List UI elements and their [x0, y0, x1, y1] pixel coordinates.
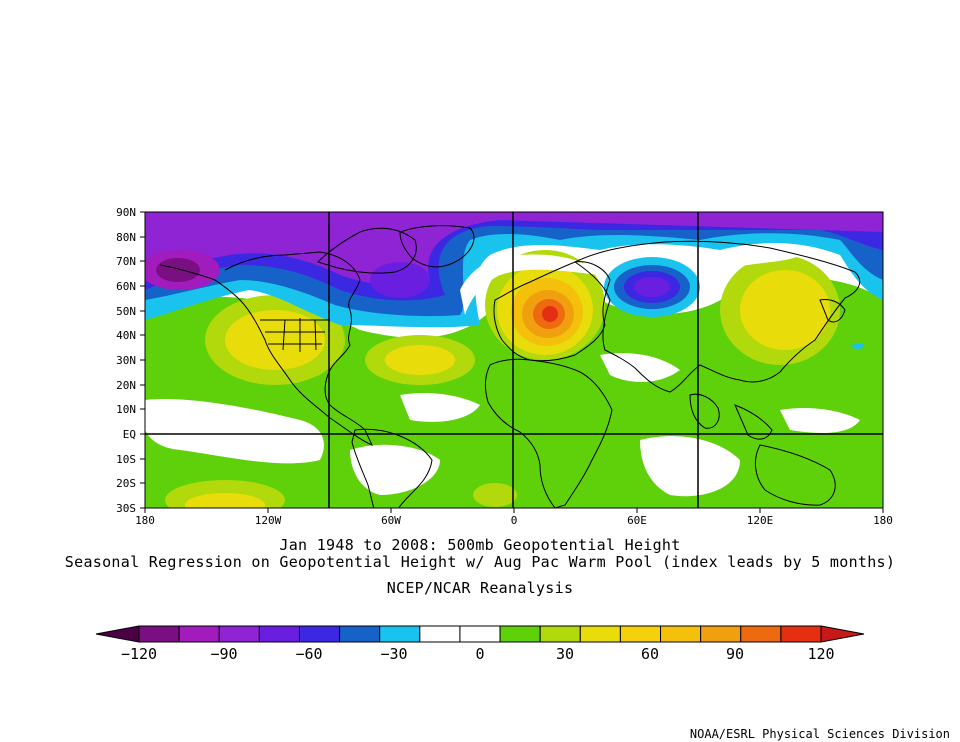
- lat-label-60n: 60N: [116, 280, 136, 293]
- lat-label-10n: 10N: [116, 403, 136, 416]
- colorbar-box: [218, 625, 260, 643]
- lon-label-60w: 60W: [381, 514, 401, 527]
- lon-label-180w: 180: [135, 514, 155, 527]
- lon-label-180e: 180: [873, 514, 893, 527]
- lat-label-10s: 10S: [116, 453, 136, 466]
- lon-label-120e: 120E: [746, 514, 774, 527]
- colorbar-label-60: 60: [640, 645, 660, 663]
- colorbar-box: [178, 625, 220, 643]
- lon-label-120w: 120W: [254, 514, 282, 527]
- title-line-3: NCEP/NCAR Reanalysis: [386, 579, 574, 597]
- colorbar-box: [539, 625, 581, 643]
- colorbar-arrow-low: [95, 625, 140, 643]
- colorbar-label-120: 120: [807, 645, 835, 663]
- lat-label-50n: 50N: [116, 305, 136, 318]
- lat-label-20s: 20S: [116, 477, 136, 490]
- grid-lines: [145, 212, 883, 508]
- colorbar-label-neg90: −90: [210, 645, 238, 663]
- lat-label-70n: 70N: [116, 255, 136, 268]
- colorbar-box: [780, 625, 822, 643]
- lat-label-90n: 90N: [116, 206, 136, 219]
- lat-label-30n: 30N: [116, 354, 136, 367]
- colorbar-box: [379, 625, 421, 643]
- lat-label-40n: 40N: [116, 329, 136, 342]
- colorbar-label-neg120: −120: [120, 645, 158, 663]
- lat-label-20n: 20N: [116, 379, 136, 392]
- colorbar-label-neg60: −60: [295, 645, 323, 663]
- colorbar: [95, 625, 865, 643]
- credit-text: NOAA/ESRL Physical Sciences Division: [689, 727, 950, 741]
- lat-label-80n: 80N: [116, 231, 136, 244]
- colorbar-label-0: 0: [475, 645, 485, 663]
- colorbar-box: [660, 625, 702, 643]
- colorbar-arrow-high: [820, 625, 865, 643]
- colorbar-box: [619, 625, 662, 643]
- lon-label-0: 0: [510, 514, 518, 527]
- lat-label-eq: EQ: [122, 428, 136, 441]
- title-line-2: Seasonal Regression on Geopotential Heig…: [64, 553, 896, 571]
- colorbar-box: [579, 625, 621, 643]
- lat-label-30s: 30S: [116, 502, 136, 515]
- colorbar-box: [499, 625, 541, 643]
- colorbar-label-neg30: −30: [380, 645, 408, 663]
- colorbar-box: [740, 625, 782, 643]
- title-line-1: Jan 1948 to 2008: 500mb Geopotential Hei…: [279, 536, 681, 554]
- tick-marks: [140, 211, 884, 513]
- lon-label-60e: 60E: [627, 514, 647, 527]
- colorbar-box: [339, 625, 381, 643]
- colorbar-box: [298, 625, 341, 643]
- colorbar-label-90: 90: [725, 645, 745, 663]
- colorbar-box: [138, 625, 180, 643]
- geopotential-regression-field: [145, 212, 883, 508]
- colorbar-box: [419, 625, 461, 643]
- colorbar-box: [459, 625, 501, 643]
- colorbar-label-30: 30: [555, 645, 575, 663]
- coastlines: [159, 225, 861, 508]
- colorbar-box: [700, 625, 742, 643]
- colorbar-box: [258, 625, 300, 643]
